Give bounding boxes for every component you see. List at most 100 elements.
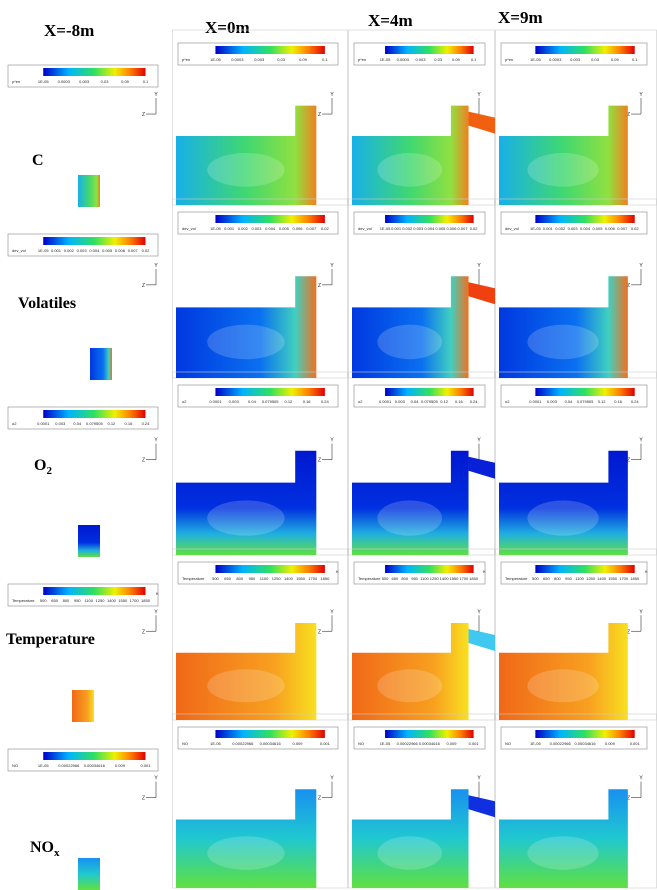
colorbar-tick-label: 1700 — [459, 576, 469, 581]
colorbar-tick-label: 1250 — [96, 598, 106, 603]
colorbar-title: o2 — [182, 399, 187, 404]
axis-label: Y — [477, 609, 481, 615]
colorbar-tick-label: 0.004 — [89, 248, 100, 253]
colorbar-tick-label: 0.006 — [115, 248, 126, 253]
colorbar-tick-label: 0.0003 — [397, 57, 410, 62]
colorbar-tick-label: 0.00022966 — [397, 741, 419, 746]
row-label-main: Volatiles — [18, 295, 76, 312]
row-label: C — [32, 152, 44, 169]
colorbar-tick-label: 800 — [401, 576, 408, 581]
colorbar-tick-label: 650 — [392, 576, 399, 581]
axis-label: Y — [639, 263, 643, 269]
colorbar — [385, 565, 474, 573]
colorbar-tick-label: 0.09 — [611, 57, 620, 62]
panel: Temperature 500 650 800 950 1100 1250 1400 1550 1… — [348, 548, 495, 721]
colorbar-title: o2 — [358, 399, 363, 404]
contour-feature — [377, 669, 443, 703]
colorbar-tick-label: 0.0001 — [529, 399, 542, 404]
contour-region — [176, 623, 317, 720]
duct — [468, 795, 495, 818]
axis-label: Z — [318, 458, 321, 464]
duct — [468, 629, 495, 651]
axis-label: Y — [154, 609, 158, 615]
colorbar-tick-label: 0.003 — [55, 421, 66, 426]
contour-region — [352, 276, 469, 378]
colorbar-tick-label: 0.001 — [224, 226, 235, 231]
contour-region — [352, 623, 469, 720]
axis-label: Z — [142, 112, 145, 118]
contour-feature — [207, 324, 285, 360]
axis-label: Z — [142, 796, 145, 802]
colorbar-title: NO — [12, 763, 18, 768]
colorbar-tick-label: 1250 — [430, 576, 440, 581]
colorbar-tick-label: 1400 — [284, 576, 294, 581]
colorbar-title: Temperature — [12, 598, 35, 603]
column-header: X=9m — [498, 8, 543, 27]
colorbar-tick-label: 1E-05 — [380, 741, 391, 746]
colorbar-tick-label: 0.006 — [293, 226, 304, 231]
colorbar-tick-label: 0.1 — [322, 57, 328, 62]
axis-label: Y — [330, 776, 334, 782]
contour-region — [499, 623, 628, 720]
colorbar-tick-label: 0.001 — [320, 741, 331, 746]
colorbar-tick-label: 800 — [554, 576, 561, 581]
colorbar — [385, 215, 474, 223]
colorbar-tick-label: 0.00034616 — [574, 741, 596, 746]
axis-label: Y — [154, 263, 158, 269]
colorbar-tick-label: 0.002 — [555, 226, 566, 231]
colorbar-tick-label: 0.16 — [455, 399, 464, 404]
colorbar-tick-label: 0.09 — [121, 79, 130, 84]
colorbar-tick-label: 1700 — [308, 576, 318, 581]
contour-feature — [377, 324, 443, 360]
colorbar-tick-label: 0.001 — [140, 763, 151, 768]
contour-feature — [527, 669, 599, 703]
axis-label: Y — [154, 438, 158, 444]
colorbar-tick-label: 800 — [63, 598, 70, 603]
colorbar-tick-label: 1850 — [630, 576, 640, 581]
colorbar-tick-label: 0.002 — [64, 248, 75, 253]
row-label: Volatiles — [18, 295, 76, 312]
axis-label: Y — [477, 92, 481, 98]
colorbar-tick-label: 0.02 — [470, 226, 479, 231]
colorbar-tick-label: 0.02 — [321, 226, 330, 231]
colorbar — [43, 752, 146, 760]
colorbar-tick-label: 0.079505 — [86, 421, 103, 426]
colorbar-tick-label: 0.003 — [79, 79, 90, 84]
colorbar — [385, 388, 474, 396]
colorbar-tick-label: 0.004 — [580, 226, 591, 231]
colorbar-title: o2 — [505, 399, 510, 404]
contour-region — [78, 175, 100, 207]
colorbar-unit: K — [156, 591, 159, 596]
colorbar-tick-label: 1550 — [296, 576, 306, 581]
column-header: X=0m — [205, 18, 250, 37]
contour-region — [78, 525, 100, 557]
colorbar-tick-label: 0.12 — [440, 399, 449, 404]
panel: o2 0.0001 0.003 0.04 0.079505 0.12 0.16 0.24 Y Z — [7, 406, 158, 557]
colorbar-tick-label: 0.079505 — [577, 399, 594, 404]
colorbar — [43, 237, 146, 245]
colorbar-title: p*en — [358, 57, 366, 62]
colorbar-tick-label: 0.03 — [434, 57, 443, 62]
colorbar-tick-label: 1E-05 — [380, 226, 391, 231]
colorbar-tick-label: 0.24 — [321, 399, 330, 404]
colorbar-tick-label: 1250 — [272, 576, 282, 581]
colorbar-tick-label: 0.16 — [125, 421, 134, 426]
colorbar-tick-label: 0.04 — [565, 399, 574, 404]
row-label-sub: 2 — [46, 465, 52, 477]
colorbar-tick-label: 0.003 — [568, 226, 579, 231]
colorbar — [535, 388, 635, 396]
colorbar — [215, 730, 325, 738]
colorbar-tick-label: 0.003 — [229, 399, 240, 404]
colorbar — [215, 215, 325, 223]
colorbar-tick-label: 1E-05 — [530, 741, 541, 746]
colorbar-tick-label: 500 — [212, 576, 219, 581]
contour-feature — [527, 836, 599, 870]
contour-region — [176, 276, 317, 378]
colorbar-title: Temperature — [182, 576, 205, 581]
colorbar-tick-label: 0.00022966 — [550, 741, 572, 746]
colorbar-tick-label: 0.24 — [142, 421, 151, 426]
